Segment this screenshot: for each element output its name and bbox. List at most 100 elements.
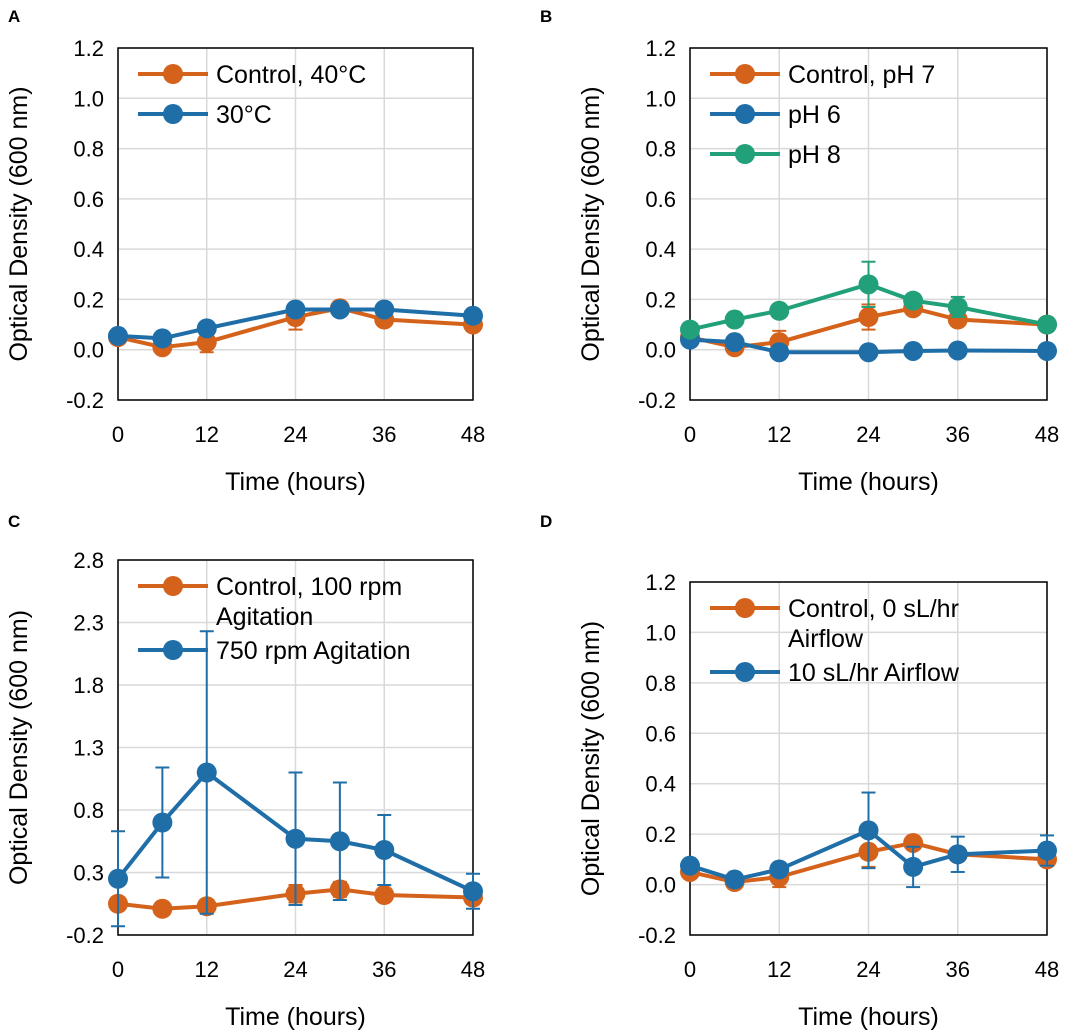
- series-2: [680, 329, 1057, 363]
- x-tick-label: 48: [1035, 957, 1059, 982]
- x-tick-label: 24: [283, 957, 307, 982]
- x-tick-label: 12: [767, 957, 791, 982]
- data-point: [329, 831, 350, 852]
- series-2: [680, 791, 1057, 890]
- legend-label: 750 rpm Agitation: [216, 637, 411, 665]
- chart-panel-d: D -0.2 0.0 0.2 0.4 0.6 0.8 1.0 1.2 0 12 24 36 48 Time …: [540, 512, 1059, 1031]
- legend-swatch-marker: [163, 64, 183, 84]
- y-tick-label: 1.2: [73, 36, 104, 61]
- y-tick-label: 0.8: [645, 671, 676, 696]
- legend-label: Airflow: [788, 625, 864, 653]
- panel-label: D: [540, 512, 552, 531]
- data-point: [463, 881, 483, 902]
- y-tick-label: -0.2: [66, 923, 104, 948]
- x-tick-label: 48: [1035, 422, 1059, 447]
- series-3: [680, 260, 1057, 340]
- legend-swatch-marker: [163, 640, 183, 660]
- x-tick-label: 36: [946, 422, 970, 447]
- x-tick-label: 36: [372, 957, 396, 982]
- plot-frame: [117, 47, 474, 401]
- x-tick-label: 0: [684, 422, 696, 447]
- x-tick-label: 12: [195, 957, 219, 982]
- y-tick-label: 0.4: [645, 772, 676, 797]
- plot-frame: [689, 47, 1048, 401]
- data-point: [903, 290, 924, 311]
- x-tick-label: 24: [283, 422, 307, 447]
- y-axis-title: Optical Density (600 nm): [577, 86, 605, 361]
- data-point: [285, 828, 306, 849]
- y-tick-label: 0.4: [73, 237, 104, 262]
- legend-label: Control, 40°C: [216, 61, 366, 89]
- legend-label: pH 6: [788, 101, 841, 129]
- x-tick-label: 36: [372, 422, 396, 447]
- legend-swatch-marker: [163, 104, 183, 124]
- plot-frame: [117, 559, 474, 936]
- data-point: [1037, 340, 1057, 361]
- panel-label: C: [8, 512, 20, 531]
- legend-label: Control, 0 sL/hr: [788, 595, 959, 623]
- x-axis-title: Time (hours): [798, 468, 939, 496]
- data-point: [858, 274, 879, 295]
- data-point: [374, 840, 395, 860]
- y-tick-label: 0.6: [73, 187, 104, 212]
- data-point: [196, 332, 217, 353]
- y-tick-label: 0.6: [645, 187, 676, 212]
- y-tick-label: 0.2: [645, 822, 676, 847]
- y-axis-title: Optical Density (600 nm): [5, 610, 33, 885]
- plot-frame: [689, 581, 1048, 936]
- panel-label: A: [8, 7, 20, 26]
- y-tick-label: 0.8: [73, 137, 104, 162]
- data-point: [903, 856, 924, 877]
- legend-label: 10 sL/hr Airflow: [788, 659, 960, 687]
- data-point: [329, 299, 350, 320]
- data-point: [903, 832, 924, 853]
- chart-panel-c: C -0.2 0.3 0.8 1.3 1.8 2.3 2.8 0 12 24 36 48 Time (ho…: [5, 512, 485, 1031]
- legend: Control, 40°C 30°C: [138, 61, 366, 129]
- legend-swatch-marker: [735, 662, 755, 682]
- data-point: [858, 307, 879, 328]
- y-tick-label: 1.2: [645, 36, 676, 61]
- y-tick-label: -0.2: [638, 388, 676, 413]
- y-tick-label: 0.8: [645, 137, 676, 162]
- y-tick-label: 0.0: [645, 873, 676, 898]
- data-point: [152, 812, 173, 833]
- data-point: [285, 299, 306, 320]
- y-tick-label: 1.2: [645, 570, 676, 595]
- legend-label: Control, pH 7: [788, 61, 935, 89]
- x-tick-label: 24: [856, 957, 880, 982]
- legend-swatch-marker: [735, 144, 755, 164]
- data-point: [858, 820, 879, 841]
- legend-label: Agitation: [216, 603, 313, 631]
- data-point: [1037, 314, 1057, 335]
- data-point: [724, 332, 745, 353]
- data-point: [196, 318, 217, 339]
- data-point: [903, 340, 924, 361]
- x-tick-label: 24: [856, 422, 880, 447]
- data-point: [196, 762, 217, 783]
- chart-panel-a: A -0.2 0.0 0.2 0.4 0.6 0.8 1.0 1.2 0 12 24 36 48 Time …: [5, 7, 485, 496]
- data-point: [152, 898, 173, 919]
- legend-swatch-marker: [735, 64, 755, 84]
- data-point: [1037, 840, 1057, 861]
- y-tick-label: 0.6: [645, 721, 676, 746]
- data-point: [374, 299, 395, 320]
- x-axis-title: Time (hours): [225, 468, 366, 496]
- x-tick-label: 48: [461, 422, 485, 447]
- y-tick-label: 1.8: [73, 673, 104, 698]
- y-tick-label: 0.0: [645, 338, 676, 363]
- data-point: [769, 342, 790, 363]
- data-point: [724, 309, 745, 330]
- legend-swatch-marker: [735, 598, 755, 618]
- y-tick-label: 2.8: [73, 548, 104, 573]
- x-tick-label: 0: [112, 957, 124, 982]
- y-tick-label: 1.0: [645, 620, 676, 645]
- y-tick-label: 2.3: [73, 611, 104, 636]
- y-tick-label: 1.0: [645, 86, 676, 111]
- data-point: [769, 859, 790, 880]
- y-tick-label: -0.2: [66, 388, 104, 413]
- data-point: [680, 855, 700, 876]
- data-point: [374, 885, 395, 905]
- panel-label: B: [540, 7, 552, 26]
